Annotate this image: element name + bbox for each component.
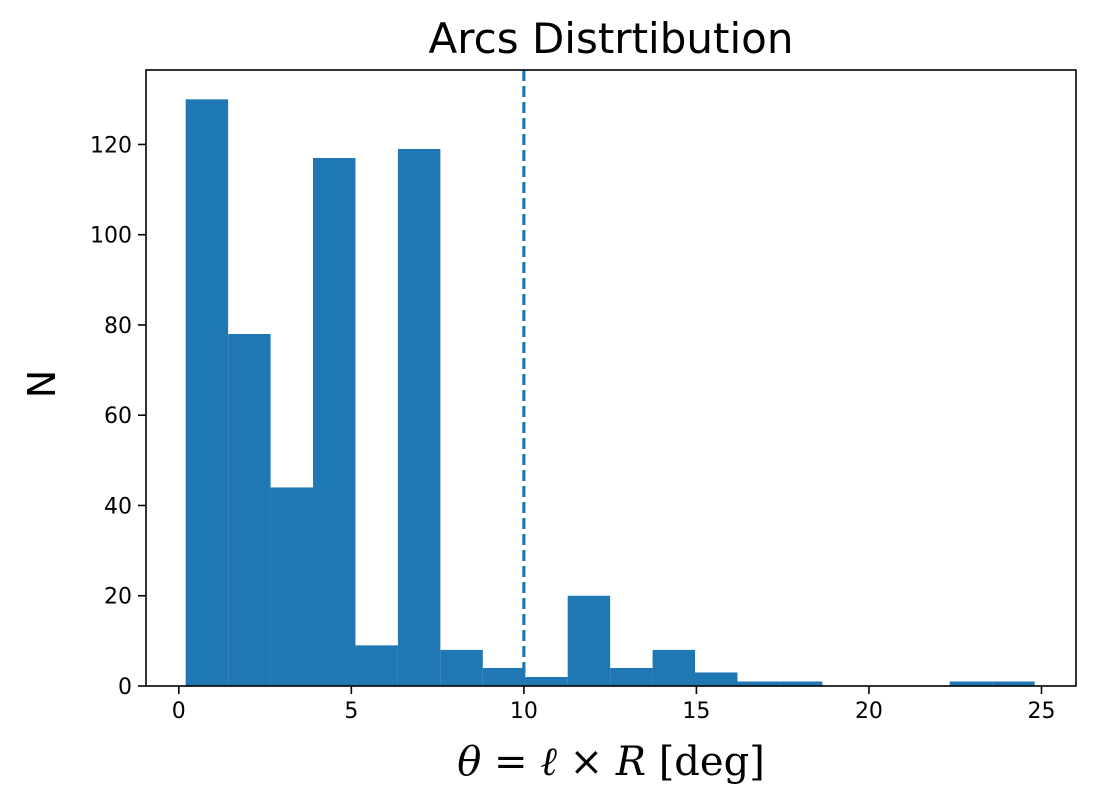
histogram-bar bbox=[737, 681, 780, 686]
x-axis-label-unit: [deg] bbox=[645, 739, 765, 785]
y-tick-label: 120 bbox=[90, 133, 132, 158]
x-tick-label: 10 bbox=[510, 699, 538, 724]
histogram-bar bbox=[567, 595, 611, 686]
x-tick-label: 20 bbox=[855, 699, 883, 724]
x-axis-label: θ = ℓ × R [deg] bbox=[261, 738, 961, 785]
histogram-bar bbox=[270, 487, 314, 686]
y-tick-label: 80 bbox=[104, 314, 132, 339]
y-tick-label: 100 bbox=[90, 224, 132, 249]
y-tick-label: 40 bbox=[104, 494, 132, 519]
y-axis-ticks: 0 20 40 60 80 100 120 bbox=[90, 133, 146, 700]
x-axis-label-ell: ℓ bbox=[540, 739, 557, 785]
x-tick-label: 0 bbox=[172, 699, 186, 724]
chart-title: Arcs Distrtibution bbox=[428, 14, 794, 63]
x-axis-ticks: 0 5 10 15 20 25 bbox=[172, 686, 1055, 724]
x-axis-label-theta: θ bbox=[457, 739, 482, 785]
histogram-bar bbox=[695, 672, 738, 686]
histogram-bar bbox=[440, 649, 483, 686]
histogram-bar bbox=[779, 681, 823, 686]
x-axis-label-times: × bbox=[556, 739, 616, 785]
histogram-bar bbox=[610, 667, 653, 686]
x-tick-label: 25 bbox=[1027, 699, 1055, 724]
histogram-bar bbox=[525, 676, 568, 686]
histogram-bar bbox=[228, 334, 271, 686]
histogram-bar bbox=[652, 649, 696, 686]
y-tick-label: 60 bbox=[104, 404, 132, 429]
y-tick-label: 0 bbox=[118, 675, 132, 700]
histogram-bar bbox=[992, 681, 1035, 686]
histogram-bar bbox=[949, 681, 993, 686]
histogram-bar bbox=[355, 645, 398, 686]
histogram-bar bbox=[313, 158, 356, 686]
histogram-bar bbox=[185, 99, 229, 687]
axes-frame bbox=[145, 69, 1077, 687]
histogram-bar bbox=[482, 667, 526, 686]
x-tick-label: 15 bbox=[682, 699, 710, 724]
x-axis-label-equals: = bbox=[481, 739, 541, 785]
x-tick-label: 5 bbox=[344, 699, 358, 724]
y-tick-label: 20 bbox=[104, 585, 132, 610]
histogram-bar bbox=[397, 148, 441, 686]
histogram-bars bbox=[185, 99, 1035, 687]
x-axis-label-r: R bbox=[615, 739, 646, 785]
